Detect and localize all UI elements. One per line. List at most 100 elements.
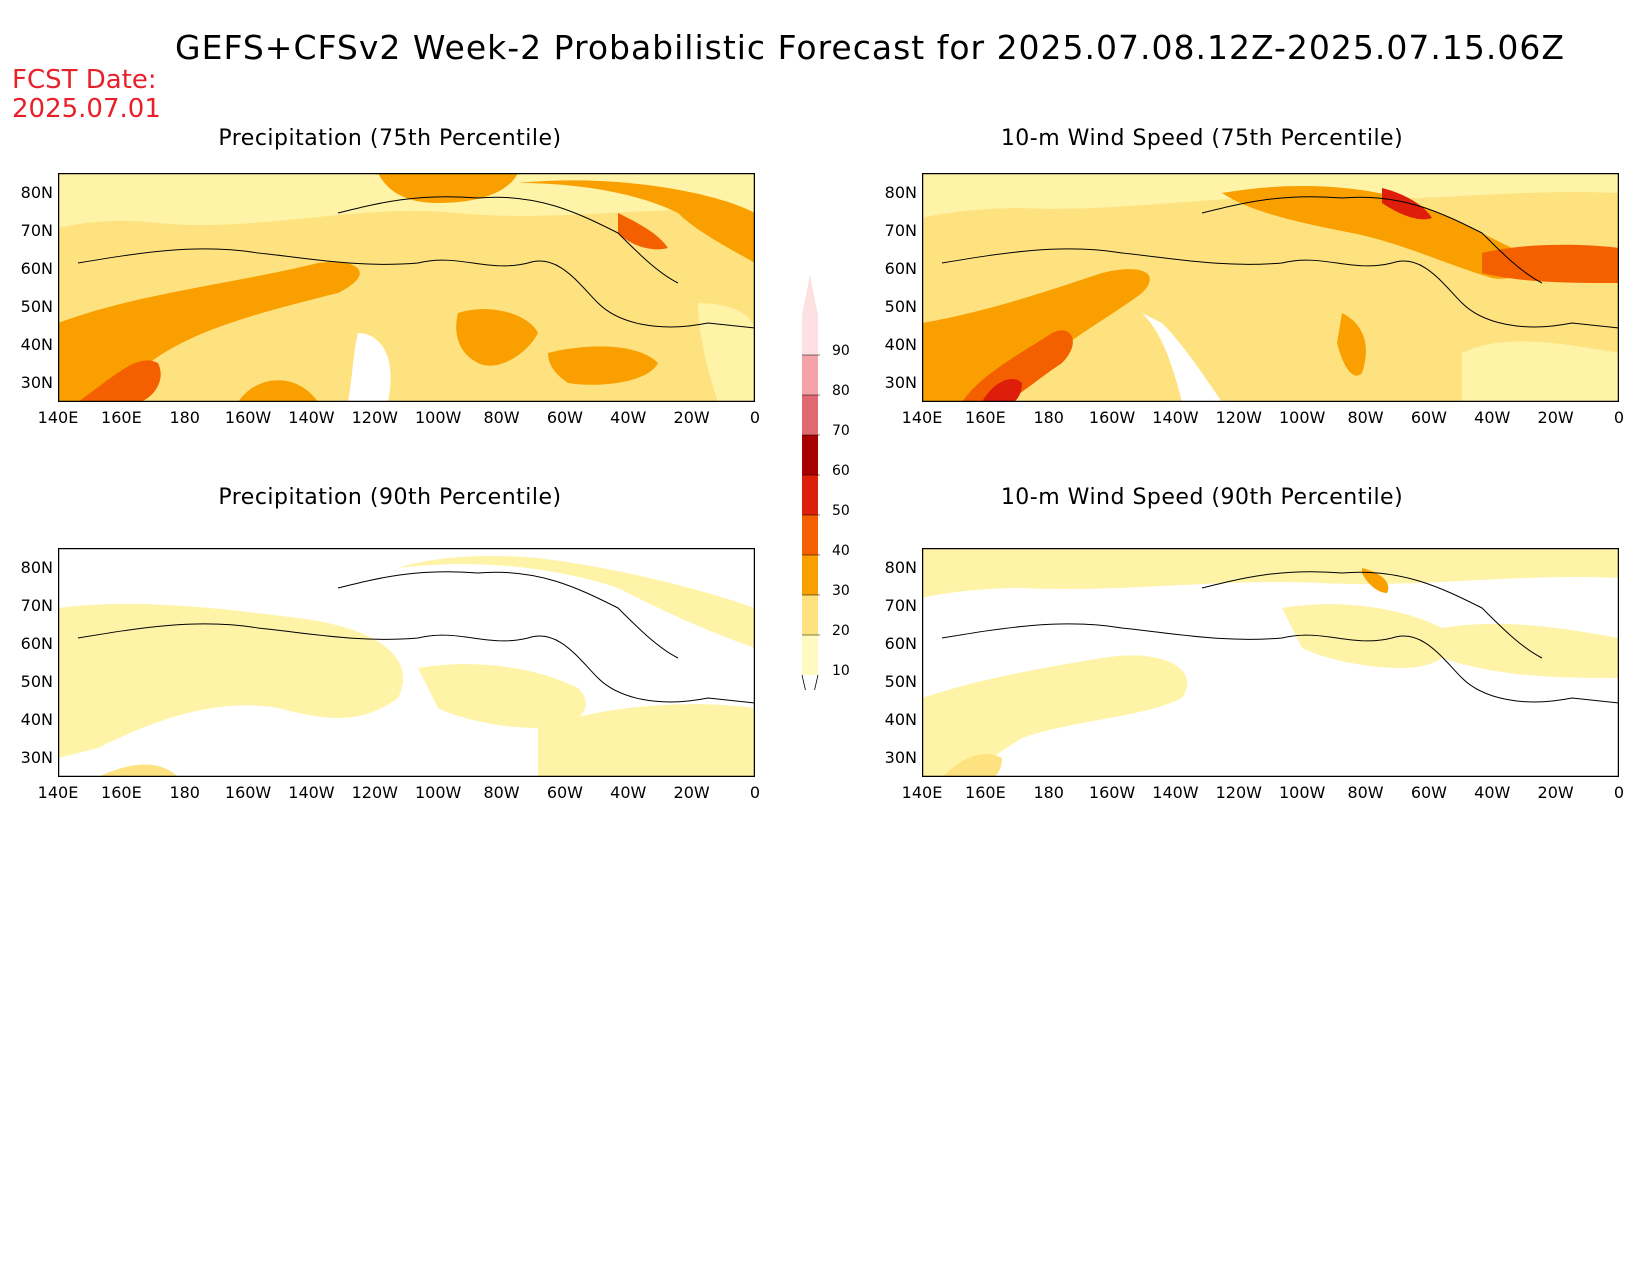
lon-label: 80W <box>483 783 520 802</box>
lon-label: 20W <box>673 408 710 427</box>
lat-label: 30N <box>884 748 917 767</box>
lon-label: 140E <box>901 783 943 802</box>
lat-label: 80N <box>884 558 917 577</box>
colorbar <box>801 275 820 690</box>
lat-label: 70N <box>884 596 917 615</box>
lon-label: 140W <box>1152 408 1199 427</box>
lon-label: 100W <box>414 783 462 802</box>
lon-label: 60W <box>1410 783 1447 802</box>
colorbar-block <box>802 555 818 595</box>
map-precip-90 <box>58 548 755 777</box>
main-title: GEFS+CFSv2 Week-2 Probabilistic Forecast… <box>175 28 1565 67</box>
lat-label: 60N <box>20 259 53 278</box>
lon-label: 120W <box>351 783 398 802</box>
panel-title-precip-90: Precipitation (90th Percentile) <box>218 485 562 510</box>
colorbar-block <box>802 595 818 635</box>
lat-label: 40N <box>20 710 53 729</box>
lon-label: 140E <box>901 408 943 427</box>
colorbar-label: 80 <box>832 383 850 399</box>
lat-label: 80N <box>884 183 917 202</box>
lat-label: 80N <box>20 183 53 202</box>
map-wind-75 <box>922 173 1619 402</box>
colorbar-block <box>802 515 818 555</box>
lat-label: 70N <box>20 221 53 240</box>
lon-label: 100W <box>414 408 462 427</box>
lon-label: 80W <box>483 408 520 427</box>
panel-title-wind-90: 10-m Wind Speed (90th Percentile) <box>1000 485 1404 510</box>
lon-label: 80W <box>1347 783 1384 802</box>
colorbar-block <box>802 635 818 675</box>
lat-label: 40N <box>20 335 53 354</box>
colorbar-block <box>802 355 818 395</box>
lon-label: 180 <box>1033 408 1064 427</box>
lat-label: 60N <box>884 259 917 278</box>
lon-label: 40W <box>610 408 647 427</box>
lon-label: 0 <box>749 783 761 802</box>
lat-label: 30N <box>20 748 53 767</box>
lat-label: 30N <box>884 373 917 392</box>
lon-label: 20W <box>673 783 710 802</box>
lon-label: 100W <box>1278 783 1326 802</box>
lat-label: 40N <box>884 710 917 729</box>
lon-label: 40W <box>610 783 647 802</box>
forecast-date-value: 2025.07.01 <box>12 94 161 124</box>
lon-label: 160E <box>101 408 142 427</box>
lon-label: 80W <box>1347 408 1384 427</box>
lon-label: 0 <box>1613 783 1625 802</box>
lon-label: 60W <box>546 783 583 802</box>
lon-label: 160E <box>965 783 1006 802</box>
lon-label: 140W <box>288 408 335 427</box>
colorbar-label: 60 <box>832 463 850 479</box>
colorbar-label: 10 <box>832 663 850 679</box>
colorbar-label: 20 <box>832 623 850 639</box>
lon-label: 160E <box>101 783 142 802</box>
lat-label: 50N <box>20 672 53 691</box>
colorbar-block <box>802 315 818 355</box>
lat-label: 50N <box>884 672 917 691</box>
lon-label: 140W <box>1152 783 1199 802</box>
lat-label: 50N <box>20 297 53 316</box>
lon-label: 180 <box>1033 783 1064 802</box>
lat-label: 80N <box>20 558 53 577</box>
lon-label: 60W <box>546 408 583 427</box>
forecast-date: FCST Date: 2025.07.01 <box>12 66 161 124</box>
lat-label: 50N <box>884 297 917 316</box>
forecast-date-label: FCST Date: <box>12 65 157 95</box>
lon-label: 180 <box>169 408 200 427</box>
lon-label: 0 <box>1613 408 1625 427</box>
lon-label: 0 <box>749 408 761 427</box>
lat-label: 40N <box>884 335 917 354</box>
lon-label: 120W <box>1215 408 1262 427</box>
panel-title-wind-75: 10-m Wind Speed (75th Percentile) <box>1000 126 1404 151</box>
lon-label: 40W <box>1474 408 1511 427</box>
map-wind-90 <box>922 548 1619 777</box>
map-precip-75 <box>58 173 755 402</box>
colorbar-label: 40 <box>832 543 850 559</box>
lon-label: 160W <box>224 408 272 427</box>
lat-label: 70N <box>884 221 917 240</box>
lon-label: 100W <box>1278 408 1326 427</box>
lat-label: 30N <box>20 373 53 392</box>
panel-title-precip-75: Precipitation (75th Percentile) <box>218 126 562 151</box>
lat-label: 60N <box>884 634 917 653</box>
colorbar-label: 70 <box>832 423 850 439</box>
lon-label: 20W <box>1537 783 1574 802</box>
lon-label: 160W <box>224 783 272 802</box>
lon-label: 160W <box>1088 408 1136 427</box>
colorbar-label: 50 <box>832 503 850 519</box>
lat-label: 60N <box>20 634 53 653</box>
colorbar-block <box>802 475 818 515</box>
lon-label: 120W <box>351 408 398 427</box>
lon-label: 140E <box>37 408 79 427</box>
lon-label: 140E <box>37 783 79 802</box>
colorbar-label: 90 <box>832 343 850 359</box>
colorbar-block <box>802 395 818 435</box>
lon-label: 140W <box>288 783 335 802</box>
lat-label: 70N <box>20 596 53 615</box>
lon-label: 20W <box>1537 408 1574 427</box>
lon-label: 40W <box>1474 783 1511 802</box>
lon-label: 160E <box>965 408 1006 427</box>
colorbar-bottom-arrow <box>801 674 819 690</box>
colorbar-top-arrow <box>802 275 818 315</box>
colorbar-label: 30 <box>832 583 850 599</box>
